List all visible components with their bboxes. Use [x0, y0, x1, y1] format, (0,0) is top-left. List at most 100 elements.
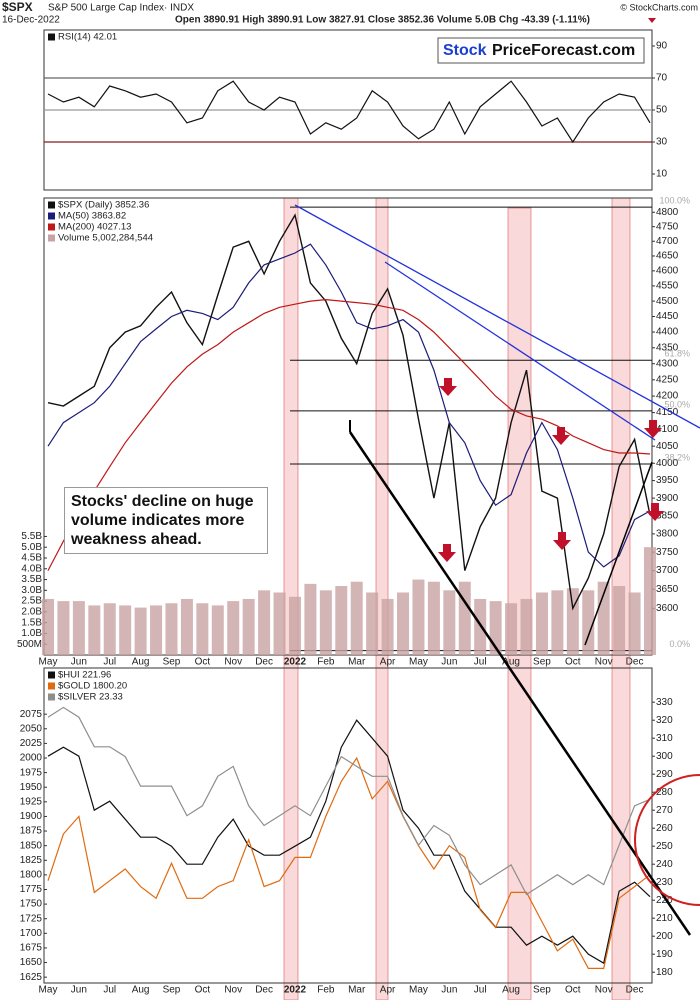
x-tick-label: Oct — [195, 985, 211, 996]
volume-bar — [613, 586, 626, 655]
x-tick-label: Jul — [103, 985, 116, 996]
yticks-label: 1725 — [20, 913, 43, 924]
y2ticks-label: 3.0B — [21, 585, 42, 596]
yticks-label: 4800 — [656, 207, 679, 218]
x-tick-label: Mar — [348, 657, 366, 668]
yticks-label: 1925 — [20, 796, 43, 807]
legend-label: RSI(14) 42.01 — [58, 32, 117, 43]
change-arrow — [648, 18, 656, 23]
volume-bar — [150, 605, 163, 655]
yticks-label: 4750 — [656, 221, 679, 232]
volume-bar — [258, 590, 271, 655]
legend-swatch — [48, 682, 55, 690]
volume-bar — [304, 583, 317, 655]
trend-line — [348, 431, 692, 936]
y2ticks-label: 300 — [656, 751, 673, 762]
y2ticks-label: 280 — [656, 787, 673, 798]
yticks-label: 90 — [656, 41, 668, 52]
volume-bar — [273, 592, 286, 655]
series-line — [47, 298, 651, 571]
yticks-label: 1900 — [20, 811, 43, 822]
yticks-label: 3800 — [656, 529, 679, 540]
volume-bar — [227, 601, 240, 655]
volume-bar — [412, 579, 425, 655]
y2ticks-label: 330 — [656, 697, 673, 708]
volume-bar — [644, 547, 656, 655]
series-line — [47, 719, 651, 965]
volume-bar — [566, 588, 579, 655]
volume-bar — [381, 598, 394, 655]
x-tick-label: Jul — [474, 985, 487, 996]
volume-bar — [505, 603, 518, 655]
x-tick-label: Feb — [317, 657, 335, 668]
yticks-label: 3600 — [656, 603, 679, 614]
legend-swatch — [48, 223, 55, 231]
volume-bar — [350, 581, 363, 655]
yticks-label: 2050 — [20, 723, 43, 734]
yticks-label: 3950 — [656, 475, 679, 486]
volume-bar — [165, 603, 178, 655]
x-tick-label: May — [39, 985, 58, 996]
yticks-label: 2025 — [20, 738, 43, 749]
x-tick-label: Nov — [595, 985, 613, 996]
yticks-label: 4600 — [656, 266, 679, 277]
volume-bar — [288, 596, 301, 655]
trend-line — [294, 204, 700, 429]
legend-swatch — [48, 671, 55, 679]
series-line — [47, 706, 651, 896]
volume-bar — [88, 605, 101, 655]
yticks-label: 30 — [656, 137, 668, 148]
volume-bar — [180, 598, 193, 655]
x-tick-label: Aug — [132, 985, 150, 996]
legend-label: MA(50) 3863.82 — [58, 211, 126, 222]
yticks-label: 1750 — [20, 899, 43, 910]
yticks-label: 2075 — [20, 709, 43, 720]
x-tick-label: Feb — [317, 985, 335, 996]
yticks-label: 1675 — [20, 943, 43, 954]
copyright: © StockCharts.com — [620, 2, 698, 12]
down-arrow — [439, 378, 457, 396]
volume-bar — [211, 605, 224, 655]
x-tick-label: Nov — [595, 657, 613, 668]
level-label: 50.0% — [664, 399, 690, 409]
annotation: Stocks' decline on huge volume indicates… — [64, 487, 268, 554]
y2ticks-label: 230 — [656, 877, 673, 888]
x-tick-label: Aug — [132, 657, 150, 668]
y2ticks-label: 4.5B — [21, 553, 42, 564]
level-label: 0.0% — [669, 639, 690, 649]
x-tick-label: Mar — [348, 985, 366, 996]
yticks-label: 1650 — [20, 957, 43, 968]
yticks-label: 1625 — [20, 972, 43, 983]
trend-line — [384, 261, 656, 441]
y2ticks-label: 2.0B — [21, 607, 42, 618]
x-tick-label: Sep — [533, 657, 551, 668]
x-tick-label: May — [409, 985, 428, 996]
yticks-label: 4450 — [656, 311, 679, 322]
x-tick-label: Apr — [380, 985, 396, 996]
yticks-label: 10 — [656, 169, 668, 180]
yticks-label: 4200 — [656, 391, 679, 402]
x-tick-label: Jun — [441, 985, 457, 996]
down-arrow — [553, 532, 571, 550]
volume-bar — [397, 592, 410, 655]
series-line — [47, 80, 651, 144]
x-tick-label: May — [409, 657, 428, 668]
x-tick-label: Sep — [533, 985, 551, 996]
yticks-label: 1775 — [20, 884, 43, 895]
arrows — [438, 378, 664, 562]
yticks-label: 4350 — [656, 342, 679, 353]
yticks-label: 3750 — [656, 547, 679, 558]
level-label: 38.2% — [664, 452, 690, 462]
volume-bar — [72, 601, 85, 655]
x-tick-label: Jun — [71, 985, 87, 996]
yticks-label: 4550 — [656, 281, 679, 292]
x-tick-label: Jul — [474, 657, 487, 668]
legend-label: Volume 5,002,284,544 — [58, 233, 153, 244]
volume-bar — [196, 603, 209, 655]
volume-bar — [335, 586, 348, 655]
down-arrow — [644, 420, 662, 438]
volume-bar — [535, 592, 548, 655]
legend-swatch — [48, 234, 55, 242]
legend-label: $SILVER 23.33 — [58, 692, 123, 703]
x-tick-label: Dec — [255, 985, 273, 996]
